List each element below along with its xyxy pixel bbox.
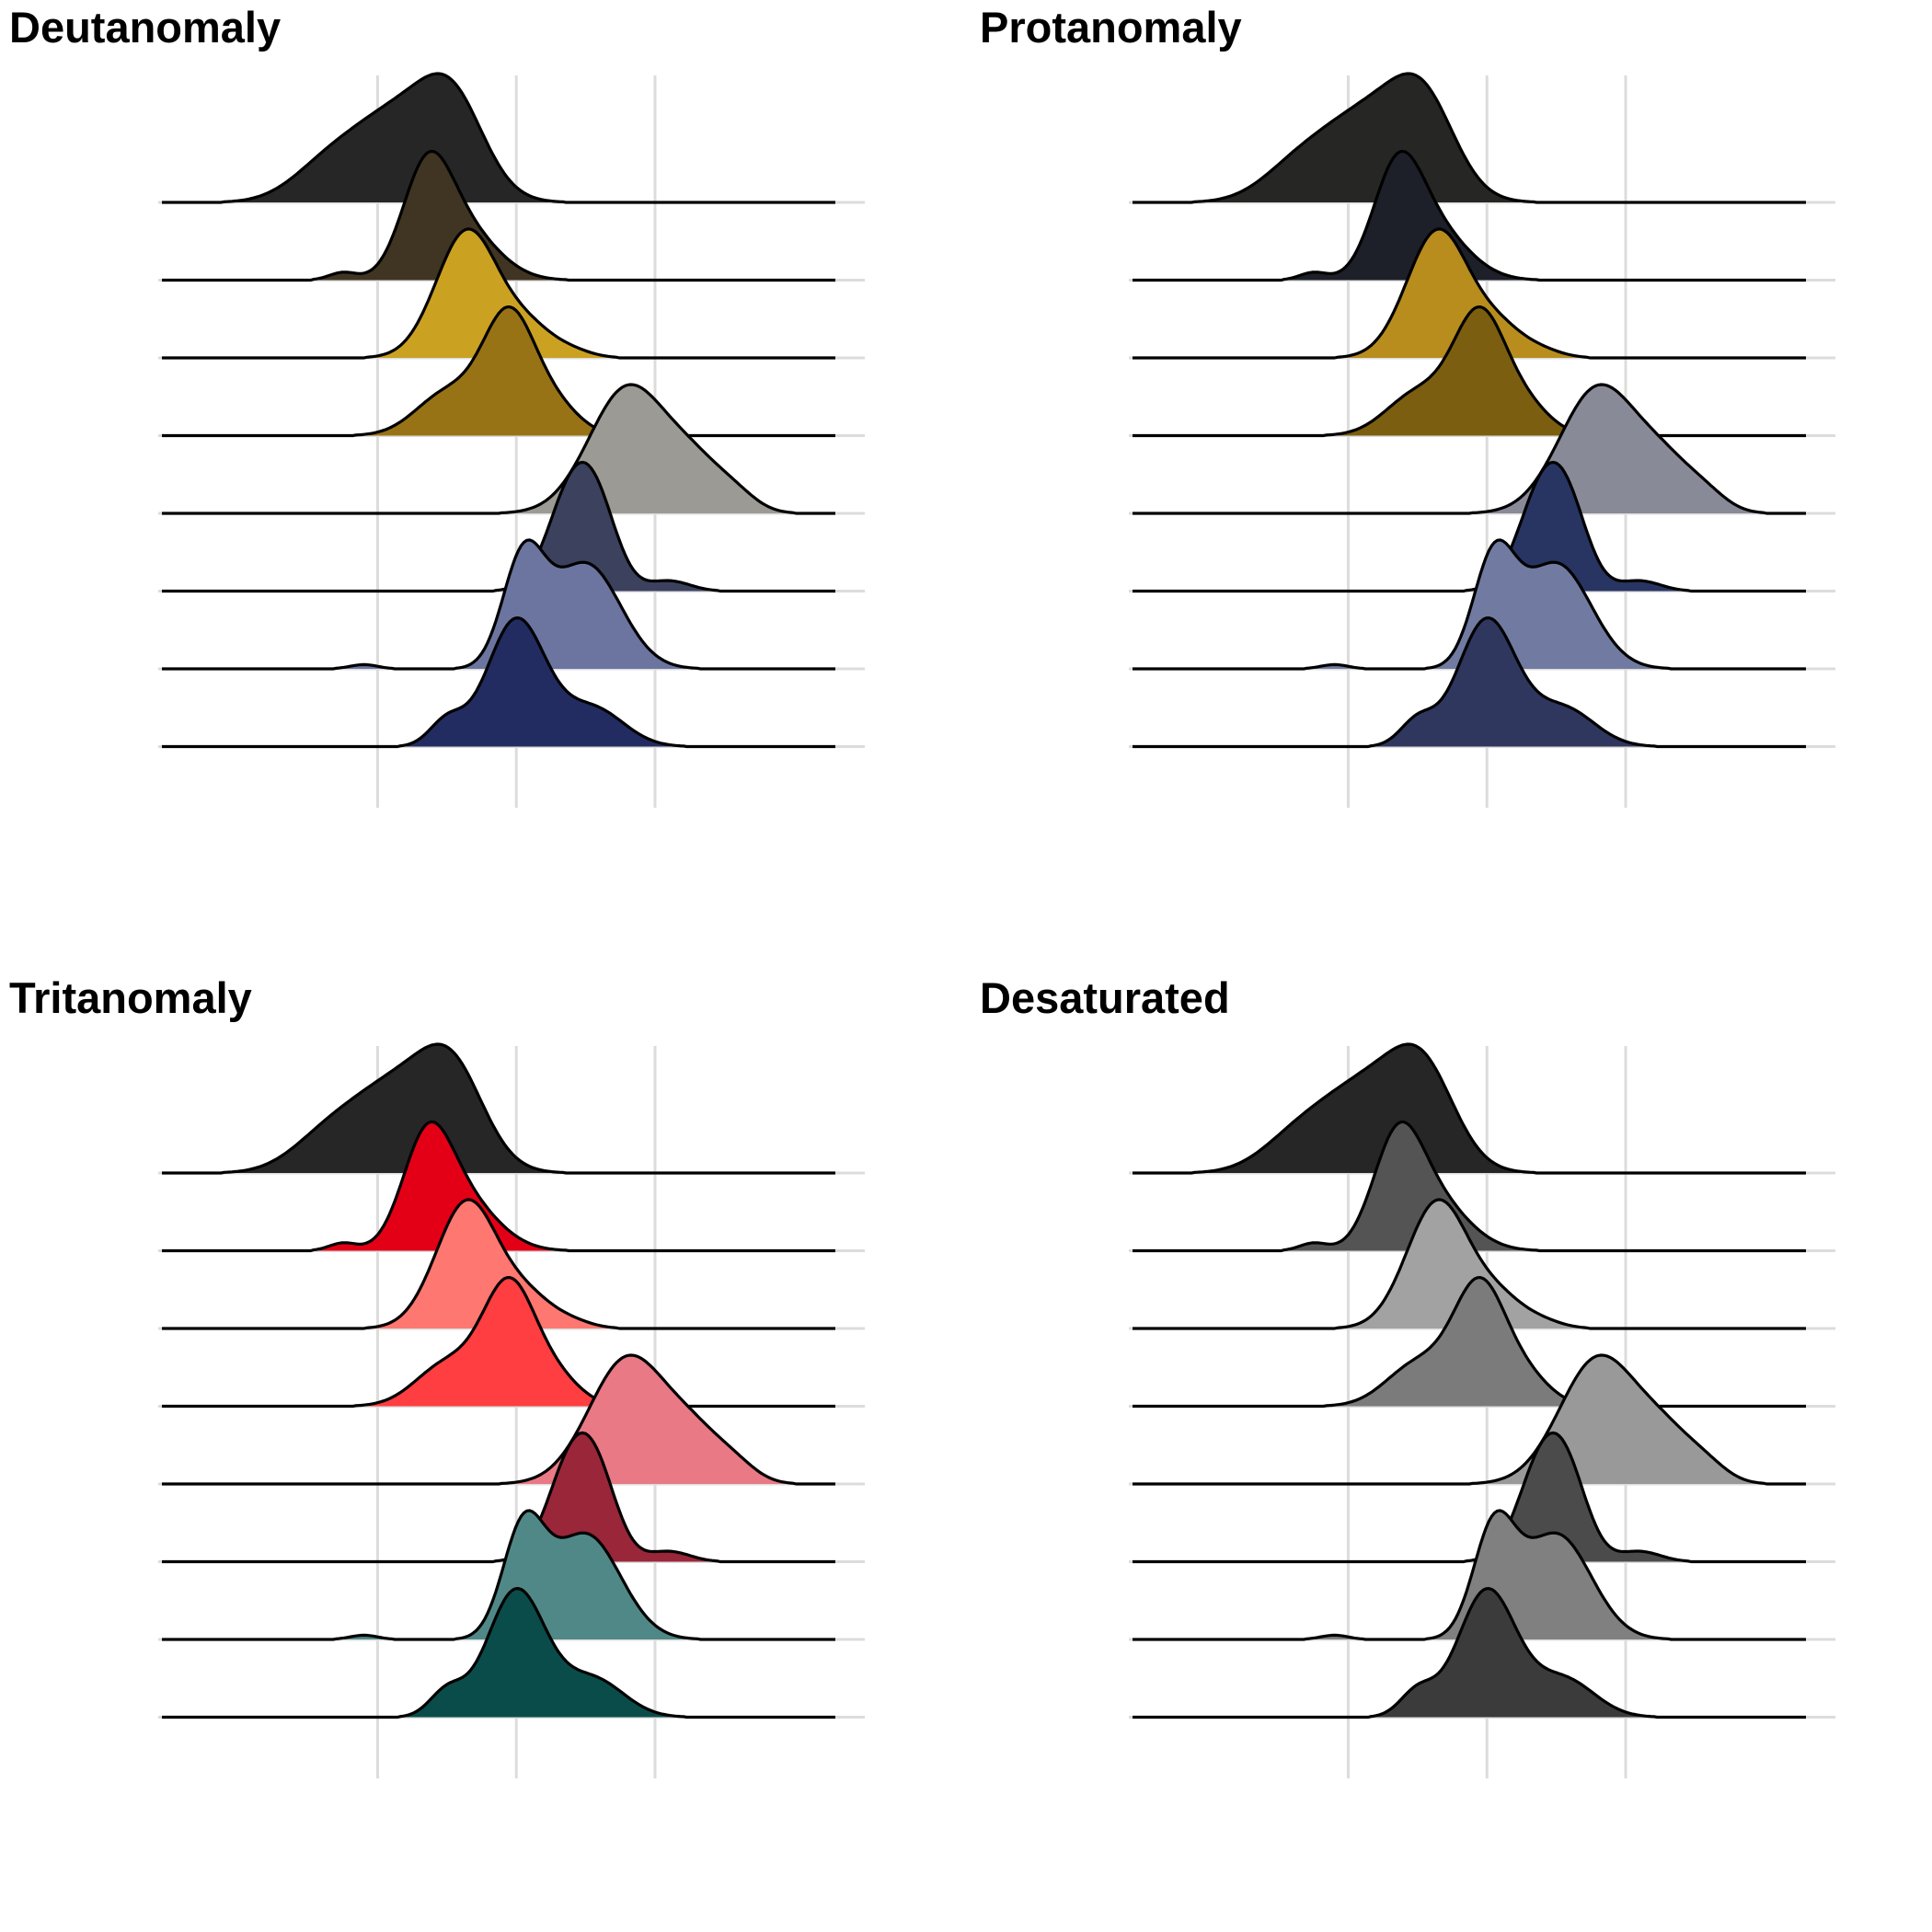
panel-title: Protanomaly — [980, 3, 1242, 52]
ridge-outline — [1133, 305, 1806, 438]
ridge-outline — [162, 460, 835, 593]
panel-title: Deutanomaly — [9, 3, 281, 52]
ridge-area — [162, 151, 835, 281]
panel-deutanomaly: Deutanomaly — [9, 3, 865, 808]
ridge-area — [162, 1044, 835, 1173]
ridge-area — [1133, 617, 1806, 747]
ridge-area — [1133, 1277, 1806, 1407]
ridge-outline — [162, 1198, 835, 1330]
ridge-outline — [1133, 616, 1806, 749]
ridge-area — [1133, 228, 1806, 358]
ridge-area — [1133, 1588, 1806, 1718]
ridge-outline — [1133, 460, 1806, 593]
ridge-area — [162, 1121, 835, 1251]
ridge-outline — [162, 1042, 835, 1175]
ridge-area — [162, 306, 835, 436]
panel-title: Desaturated — [980, 973, 1230, 1022]
ridge-area — [1133, 1355, 1806, 1484]
ridge-outline — [162, 1509, 835, 1641]
ridge-area — [1133, 1121, 1806, 1251]
panel-protanomaly: Protanomaly — [980, 3, 1835, 808]
ridge-outline — [162, 616, 835, 749]
ridge-area — [162, 1199, 835, 1328]
ridge-outline — [1133, 383, 1806, 515]
ridge-outline — [162, 1587, 835, 1719]
panel-title: Tritanomaly — [9, 973, 252, 1022]
ridge-area — [162, 385, 835, 513]
ridge-outline — [1133, 1587, 1806, 1719]
ridge-outline — [162, 227, 835, 360]
ridge-outline — [162, 305, 835, 438]
ridge-outline — [1133, 1509, 1806, 1641]
ridge-area — [162, 228, 835, 358]
ridge-outline — [1133, 1120, 1806, 1253]
panel-tritanomaly: Tritanomaly — [9, 973, 865, 1778]
ridge-outline — [1133, 1431, 1806, 1564]
ridge-outline — [1133, 1198, 1806, 1330]
ridge-area — [1133, 74, 1806, 202]
ridge-outline — [162, 1120, 835, 1253]
ridge-area — [1133, 1044, 1806, 1173]
ridge-outline — [1133, 1353, 1806, 1486]
panel-desaturated: Desaturated — [980, 973, 1835, 1778]
ridge-outline — [162, 538, 835, 671]
ridge-outline — [162, 1431, 835, 1564]
ridge-area — [1133, 306, 1806, 436]
ridge-outline — [1133, 227, 1806, 360]
ridge-outline — [1133, 72, 1806, 204]
ridge-outline — [162, 1353, 835, 1486]
ridge-outline — [1133, 1042, 1806, 1175]
ridge-outline — [162, 72, 835, 204]
ridge-area — [162, 617, 835, 747]
ridge-area — [162, 1588, 835, 1718]
ridge-outline — [1133, 538, 1806, 671]
ridge-outline — [162, 149, 835, 282]
ridge-outline — [1133, 149, 1806, 282]
ridge-area — [1133, 385, 1806, 513]
ridge-area — [162, 1355, 835, 1484]
ridge-outline — [1133, 1276, 1806, 1409]
ridge-area — [1133, 1199, 1806, 1328]
ridge-outline — [162, 383, 835, 515]
ridge-area — [162, 1277, 835, 1407]
ridge-outline — [162, 1276, 835, 1409]
ridge-area — [162, 74, 835, 202]
ridge-area — [1133, 151, 1806, 281]
